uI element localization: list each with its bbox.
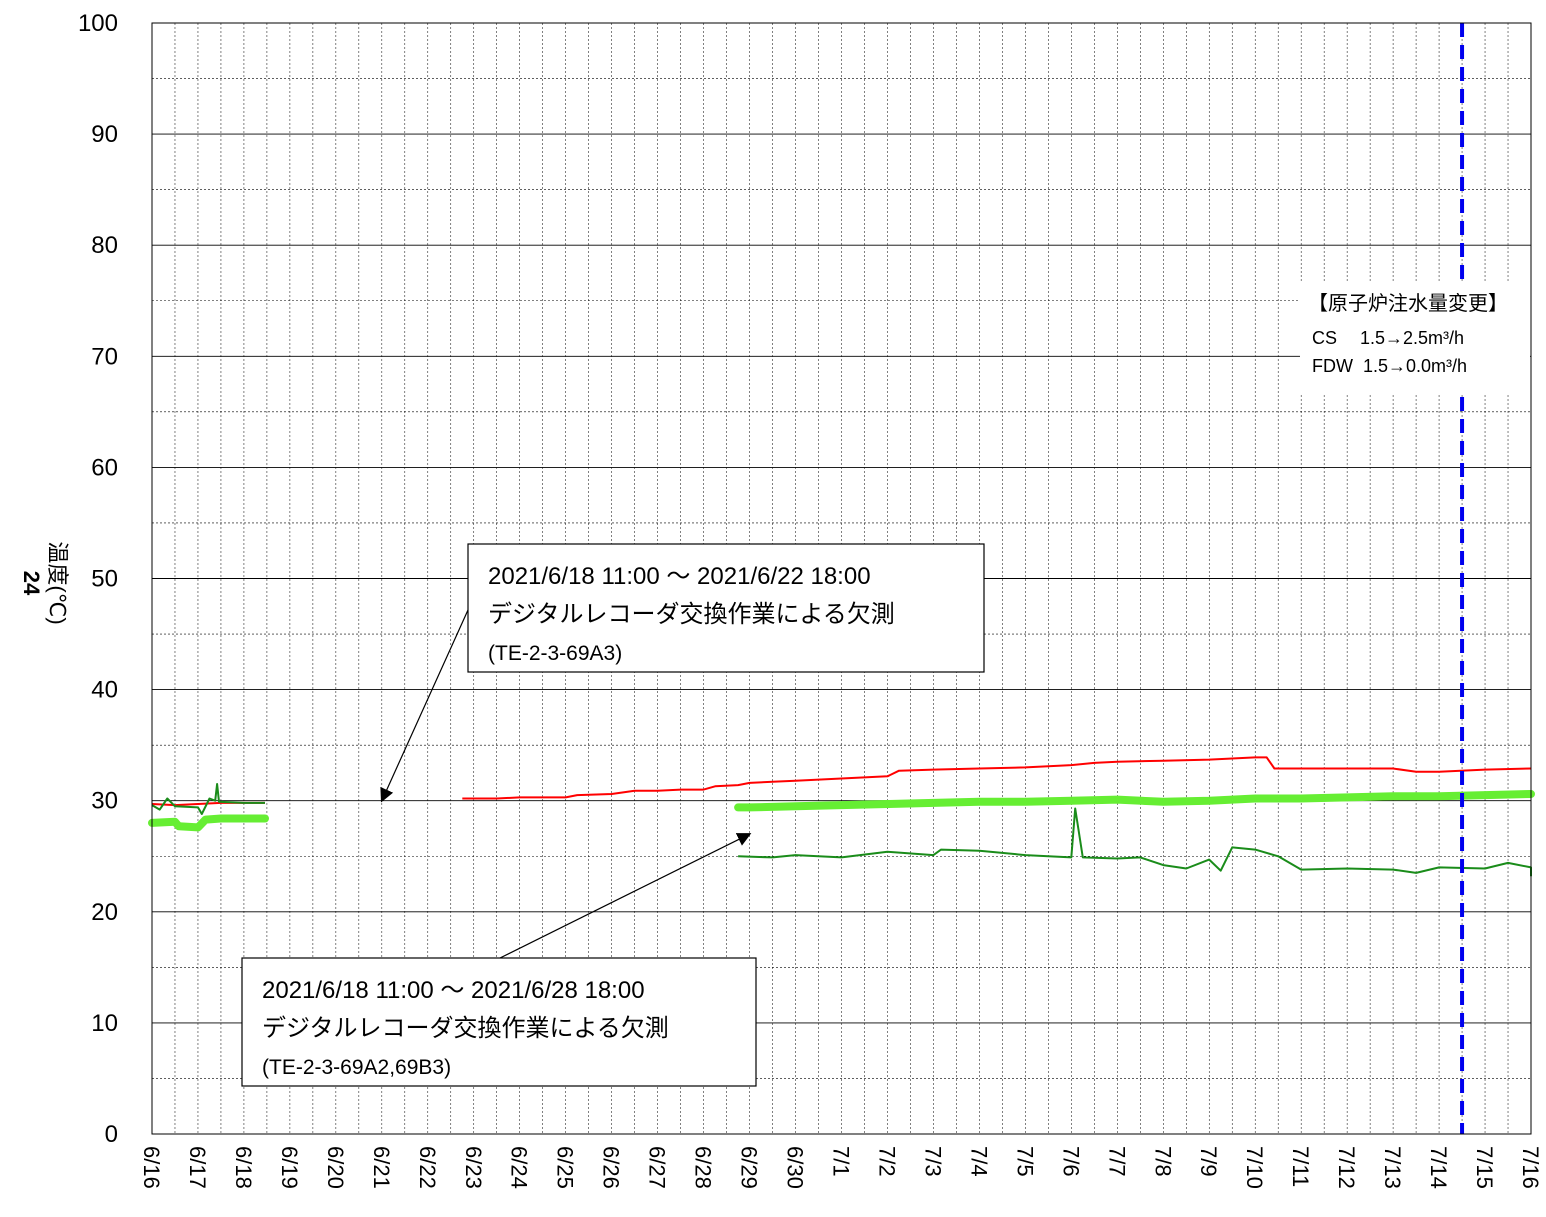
annotation-text: デジタルレコーダ交換作業による欠測 [488,601,895,628]
y-tick-label: 10 [91,1010,118,1037]
event-text-line: CS 1.5→2.5m³/h [1312,328,1464,348]
y-tick-label: 30 [91,788,118,815]
x-tick-label: 7/5 [1012,1146,1037,1177]
x-tick-label: 6/20 [323,1146,348,1189]
x-tick-label: 6/26 [599,1146,624,1189]
x-tick-label: 7/1 [829,1146,854,1177]
x-tick-label: 6/30 [783,1146,808,1189]
annotations: 2021/6/18 11:00 ～ 2021/6/22 18:00 デジタルレコー… [241,543,985,1087]
x-tick-label: 6/28 [691,1146,716,1189]
event-text-line: FDW 1.5→0.0m³/h [1312,356,1467,376]
x-tick-label: 6/18 [231,1146,256,1189]
x-tick-label: 6/27 [645,1146,670,1189]
series-line [738,807,1532,877]
y-axis-label-prefix: 24 [19,571,44,596]
y-tick-label: 60 [91,454,118,481]
annotation-arrow [499,833,752,959]
event-title: 【原子炉注水量変更】 [1308,292,1508,315]
y-tick-label: 50 [91,566,118,593]
x-tick-label: 6/29 [737,1146,762,1189]
x-tick-label: 7/3 [920,1146,945,1177]
x-tick-label: 6/19 [277,1146,302,1189]
series-line [462,756,1532,800]
x-tick-label: 7/15 [1472,1146,1497,1189]
annotation-text: 2021/6/18 11:00 ～ 2021/6/22 18:00 [488,563,871,590]
x-tick-label: 7/4 [966,1146,991,1177]
annotation-text: デジタルレコーダ交換作業による欠測 [262,1015,669,1042]
annotation-box [241,957,757,1087]
x-tick-label: 6/21 [369,1146,394,1189]
series-line [151,783,265,815]
series-line [734,790,1535,812]
x-tick-label: 7/12 [1334,1146,1359,1189]
axis-labels: 温度(℃) 24 [19,541,70,624]
y-tick-label: 20 [91,899,118,926]
axes: 0 10 20 30 40 50 60 70 80 90 100 6/16 6/17 6/18 6/19 6/… [78,10,1543,1189]
x-tick-label: 7/16 [1518,1146,1543,1189]
y-tick-label: 70 [91,343,118,370]
annotation-box [467,543,985,673]
x-tick-label: 7/8 [1150,1146,1175,1177]
event-marker: 【原子炉注水量変更】 CS 1.5→2.5m³/h FDW 1.5→0.0m³/h [1300,23,1530,1134]
x-tick-label: 7/13 [1380,1146,1405,1189]
y-tick-label: 80 [91,232,118,259]
series-layer [148,756,1535,877]
x-tick-label: 7/10 [1242,1146,1267,1189]
x-tick-label: 7/2 [874,1146,899,1177]
y-tick-label: 100 [78,10,118,37]
x-tick-label: 6/25 [553,1146,578,1189]
grid [151,22,1532,1135]
x-tick-label: 7/14 [1426,1146,1451,1189]
x-tick-label: 7/7 [1104,1146,1129,1177]
annotation-text: (TE-2-3-69A2,69B3) [262,1056,451,1079]
x-tick-label: 7/6 [1058,1146,1083,1177]
series-line [148,814,269,832]
plot-frame [151,22,1532,1135]
annotation-text: (TE-2-3-69A3) [488,642,622,665]
x-tick-label: 6/17 [185,1146,210,1189]
x-tick-label: 6/16 [139,1146,164,1189]
x-tick-label: 6/23 [461,1146,486,1189]
annotation-arrow [380,609,469,803]
y-tick-label: 90 [91,121,118,148]
x-tick-label: 6/24 [507,1146,532,1189]
annotation-text: 2021/6/18 11:00 ～ 2021/6/28 18:00 [262,977,645,1004]
x-tick-label: 6/22 [415,1146,440,1189]
x-tick-label: 7/9 [1196,1146,1221,1177]
y-tick-label: 0 [105,1121,118,1148]
y-tick-label: 40 [91,677,118,704]
y-axis-label: 温度(℃) [45,541,70,624]
event-label-box [1300,282,1530,394]
x-tick-label: 7/11 [1288,1146,1313,1187]
